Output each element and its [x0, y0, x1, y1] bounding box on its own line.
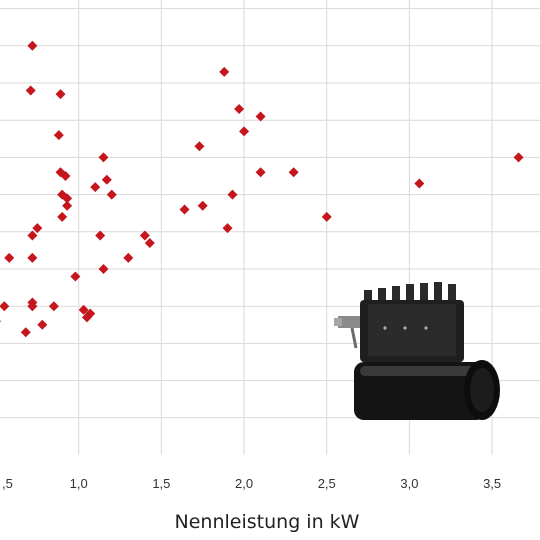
data-point	[0, 301, 10, 312]
data-point	[20, 327, 31, 338]
data-point	[179, 204, 190, 215]
data-point	[144, 237, 155, 248]
x-axis-label: Nennleistung in kW	[175, 511, 360, 533]
data-point	[197, 200, 208, 211]
data-point	[95, 230, 106, 241]
data-point	[62, 193, 73, 204]
data-point	[255, 111, 266, 122]
data-point	[106, 189, 117, 200]
data-point	[98, 264, 109, 274]
x-tick-label: 2,5	[318, 476, 336, 491]
data-point	[414, 178, 425, 189]
data-point	[321, 211, 332, 222]
x-tick-label: 2,0	[235, 476, 253, 491]
grid	[0, 0, 540, 455]
data-point	[219, 66, 230, 77]
data-point	[27, 252, 38, 263]
data-point	[48, 301, 59, 312]
data-point	[53, 130, 64, 141]
data-point	[78, 304, 89, 315]
x-tick-label: 3,0	[400, 476, 418, 491]
data-point	[255, 167, 266, 178]
data-point	[55, 89, 66, 100]
data-point	[27, 230, 38, 241]
data-point	[98, 152, 109, 163]
data-point	[513, 152, 524, 163]
data-point	[57, 211, 68, 222]
data-point	[25, 85, 36, 96]
data-point	[234, 104, 245, 115]
data-point	[227, 189, 238, 200]
x-tick-label: ,5	[2, 476, 13, 491]
data-point	[27, 40, 38, 51]
data-points	[0, 40, 524, 338]
data-point	[239, 126, 250, 137]
data-point	[90, 182, 101, 193]
data-point	[222, 223, 233, 234]
data-point	[32, 223, 43, 234]
x-tick-label: 1,0	[70, 476, 88, 491]
data-point	[101, 174, 112, 185]
data-point	[288, 167, 299, 178]
data-point	[62, 200, 73, 211]
data-point	[37, 319, 48, 330]
data-point	[81, 312, 92, 323]
product-photo	[334, 282, 500, 420]
data-point	[60, 171, 71, 181]
data-point	[123, 252, 134, 263]
data-point	[194, 141, 205, 152]
x-tick-label: 3,5	[483, 476, 501, 491]
data-point	[0, 320, 1, 323]
data-point	[27, 301, 38, 312]
x-tick-label: 1,5	[152, 476, 170, 491]
data-point	[139, 230, 150, 241]
x-axis-ticks: ,5 1,0 1,5 2,0 2,5 3,0 3,5	[2, 476, 501, 491]
data-point	[4, 252, 15, 263]
data-point	[70, 271, 81, 282]
